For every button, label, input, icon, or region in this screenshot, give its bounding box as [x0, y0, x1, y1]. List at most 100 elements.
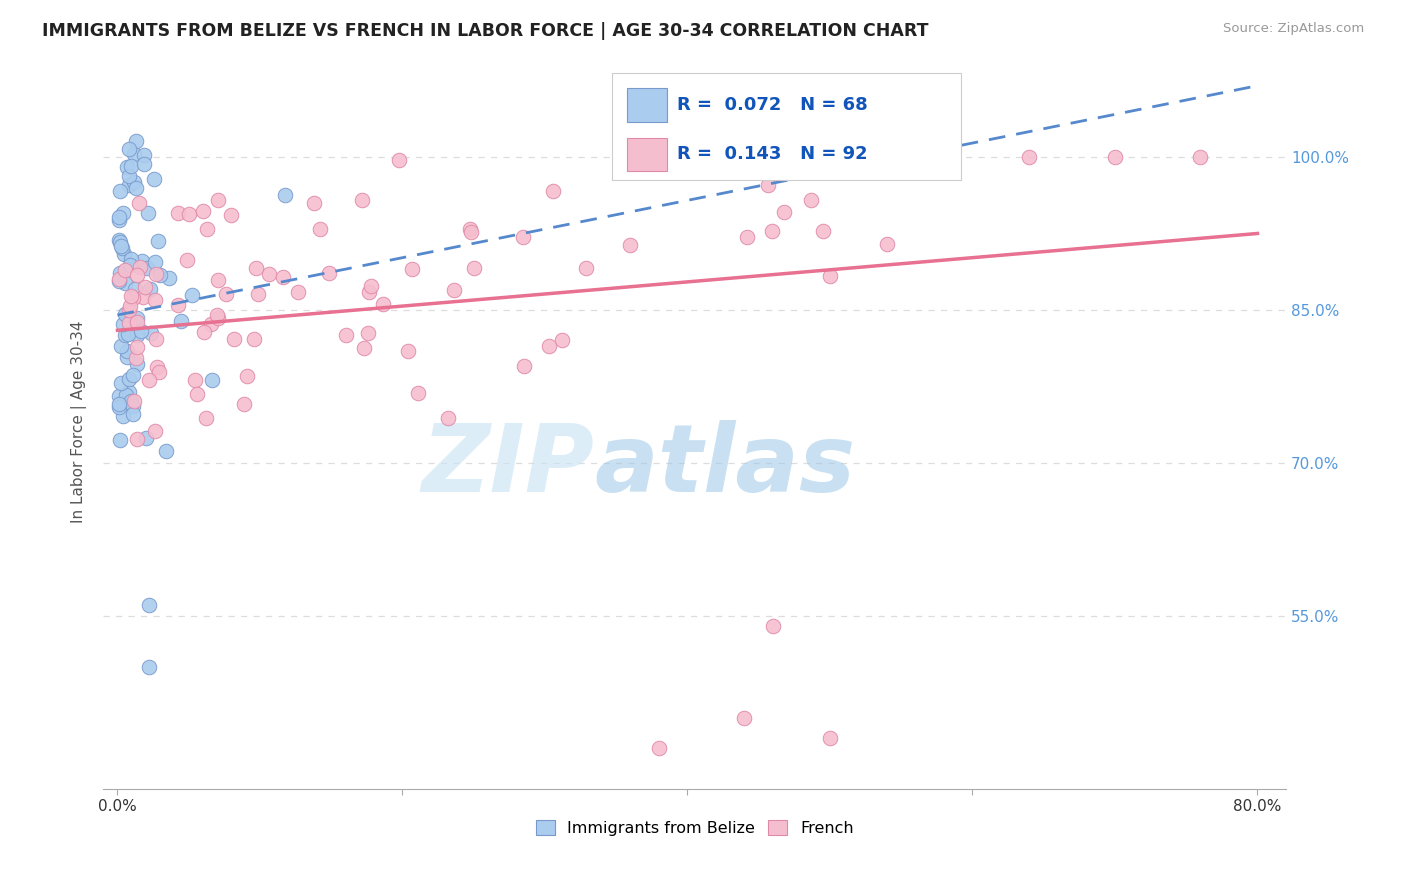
Point [143, 424, 166, 438]
Point [125, 315, 148, 329]
Point [143, 171, 166, 186]
Point [122, 368, 145, 382]
Point [259, 267, 281, 281]
Point [167, 206, 190, 220]
Point [458, 221, 481, 235]
Point [184, 372, 207, 386]
Point [125, 357, 148, 371]
Point [132, 148, 155, 162]
Point [134, 279, 156, 293]
Point [111, 241, 134, 255]
Point [243, 332, 266, 346]
Point [813, 224, 835, 238]
Point [149, 268, 172, 282]
Point [800, 193, 823, 207]
Point [122, 175, 145, 189]
Point [246, 287, 269, 301]
FancyBboxPatch shape [612, 73, 960, 180]
Point [207, 310, 229, 325]
Point [219, 208, 242, 222]
Text: ZIP: ZIP [422, 420, 595, 512]
Point [318, 266, 340, 280]
Point [127, 328, 149, 343]
Point [207, 193, 229, 207]
Point [129, 260, 152, 274]
Point [125, 181, 148, 195]
Point [876, 236, 898, 251]
Point [108, 274, 131, 288]
Point [170, 313, 193, 327]
Point [108, 210, 131, 224]
Point [1189, 150, 1212, 164]
Point [117, 142, 139, 156]
Point [437, 410, 460, 425]
FancyBboxPatch shape [627, 88, 668, 122]
Point [762, 619, 785, 633]
Point [121, 291, 143, 305]
FancyBboxPatch shape [627, 137, 668, 171]
Point [302, 195, 325, 210]
Point [121, 407, 143, 421]
Point [114, 388, 136, 402]
Point [114, 307, 136, 321]
Point [131, 253, 153, 268]
Point [551, 333, 574, 347]
Point [245, 260, 267, 275]
Point [135, 431, 157, 445]
Point [818, 268, 841, 283]
Point [207, 309, 229, 323]
Point [121, 399, 143, 413]
Legend: Immigrants from Belize, French: Immigrants from Belize, French [536, 821, 853, 836]
Point [108, 388, 131, 402]
Point [114, 328, 136, 343]
Point [138, 599, 160, 613]
Point [619, 238, 641, 252]
Point [352, 193, 374, 207]
Point [124, 351, 146, 365]
Point [136, 260, 159, 275]
Point [201, 373, 224, 387]
Point [179, 207, 201, 221]
Point [118, 299, 141, 313]
Point [180, 288, 202, 302]
Point [108, 233, 131, 247]
Y-axis label: In Labor Force | Age 30-34: In Labor Force | Age 30-34 [72, 321, 87, 524]
Point [575, 260, 598, 275]
Text: R =  0.072   N = 68: R = 0.072 N = 68 [676, 95, 868, 114]
Point [120, 258, 142, 272]
Point [233, 397, 256, 411]
Point [128, 195, 150, 210]
Point [112, 247, 135, 261]
Point [388, 153, 411, 167]
Point [818, 731, 841, 745]
Point [120, 252, 142, 266]
Point [131, 290, 153, 304]
Point [117, 327, 139, 342]
Point [443, 283, 465, 297]
Point [648, 741, 671, 756]
Point [127, 310, 149, 325]
Point [360, 278, 382, 293]
Point [401, 262, 423, 277]
Point [110, 339, 132, 353]
Point [108, 433, 131, 447]
Point [195, 221, 218, 235]
Point [222, 332, 245, 346]
Point [541, 184, 564, 198]
Text: Source: ZipAtlas.com: Source: ZipAtlas.com [1223, 22, 1364, 36]
Point [108, 235, 131, 249]
Point [235, 368, 257, 383]
Point [157, 270, 180, 285]
Point [127, 340, 149, 354]
Point [118, 178, 141, 192]
Point [353, 341, 375, 355]
Point [273, 270, 295, 285]
Point [512, 230, 534, 244]
Point [335, 328, 357, 343]
Point [136, 206, 159, 220]
Point [357, 326, 380, 340]
Point [537, 339, 560, 353]
Point [111, 409, 134, 423]
Point [918, 150, 941, 164]
Text: atlas: atlas [595, 420, 855, 512]
